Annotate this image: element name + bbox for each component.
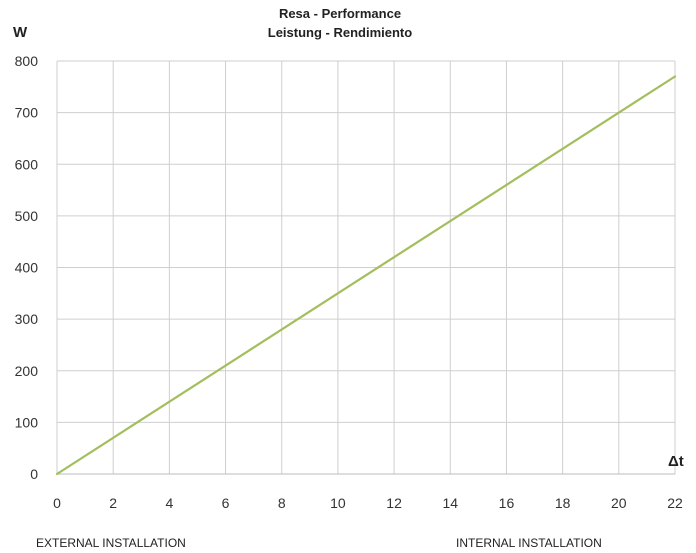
y-tick-label-800: 800 xyxy=(15,53,39,69)
y-tick-label-500: 500 xyxy=(15,208,39,224)
x-tick-label-8: 8 xyxy=(278,495,286,511)
chart-subtitle: Leistung - Rendimiento xyxy=(268,25,413,40)
x-tick-label-10: 10 xyxy=(330,495,346,511)
y-tick-label-200: 200 xyxy=(15,363,39,379)
external-installation-label: EXTERNAL INSTALLATION xyxy=(36,536,186,550)
x-tick-label-2: 2 xyxy=(109,495,117,511)
y-tick-label-600: 600 xyxy=(15,156,39,172)
grid xyxy=(56,60,676,475)
x-tick-label-18: 18 xyxy=(555,495,571,511)
x-tick-label-4: 4 xyxy=(165,495,173,511)
x-tick-label-22: 22 xyxy=(667,495,683,511)
y-tick-label-100: 100 xyxy=(15,414,39,430)
internal-installation-label: INTERNAL INSTALLATION xyxy=(456,536,602,550)
x-tick-label-0: 0 xyxy=(53,495,61,511)
y-axis-label: W xyxy=(13,24,28,41)
x-tick-label-14: 14 xyxy=(442,495,458,511)
y-tick-label-700: 700 xyxy=(15,105,39,121)
x-tick-label-6: 6 xyxy=(222,495,230,511)
tick-labels: 0 100 200 300 400 500 600 700 800 0 2 4 6 8 10 12 14 16 18… xyxy=(15,53,683,511)
chart-title: Resa - Performance xyxy=(279,6,401,21)
y-tick-label-400: 400 xyxy=(15,260,39,276)
x-tick-label-16: 16 xyxy=(499,495,515,511)
x-tick-label-12: 12 xyxy=(386,495,402,511)
x-tick-label-20: 20 xyxy=(611,495,627,511)
series xyxy=(55,75,677,476)
y-tick-label-300: 300 xyxy=(15,311,39,327)
y-tick-label-0: 0 xyxy=(30,466,38,482)
series-line-0 xyxy=(55,75,677,476)
x-axis-label: Δt xyxy=(668,453,684,470)
